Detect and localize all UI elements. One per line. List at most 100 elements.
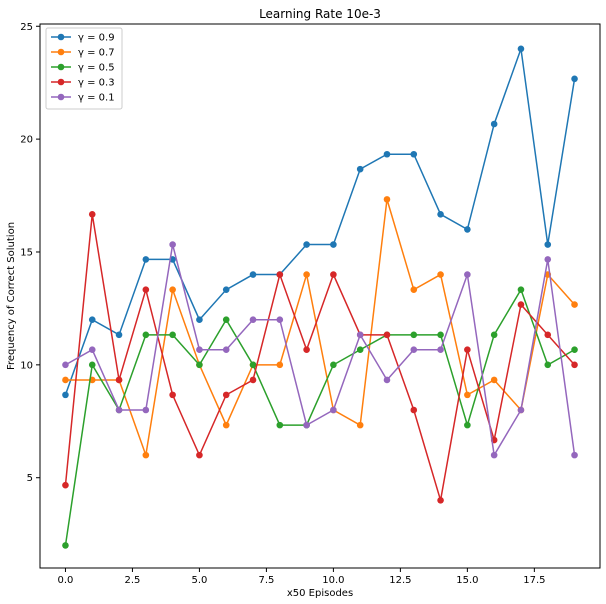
data-point: [196, 346, 203, 354]
plot-frame: [39, 23, 601, 569]
data-point: [88, 210, 96, 218]
x-tick-label: 0.0: [58, 575, 74, 586]
data-point: [196, 361, 203, 369]
y-tick-label: 5: [27, 473, 33, 484]
data-point: [490, 331, 498, 339]
data-point: [410, 331, 418, 339]
data-point: [115, 331, 123, 339]
data-point: [222, 286, 230, 293]
data-point: [517, 406, 525, 414]
data-point: [222, 346, 230, 354]
x-tick-label: 7.5: [258, 575, 274, 586]
series-line: [65, 244, 576, 458]
series-line: [64, 48, 576, 396]
data-point: [571, 301, 578, 308]
data-point: [276, 271, 284, 278]
x-tick-label: 5.0: [191, 575, 207, 586]
legend-label: γ = 0.1: [78, 93, 115, 104]
x-axis-label: x50 Episodes: [287, 588, 353, 599]
x-tick-label: 15.0: [456, 575, 478, 586]
data-point: [571, 346, 578, 354]
series-layer: [62, 45, 578, 549]
data-point: [437, 210, 444, 218]
data-point: [330, 241, 337, 248]
legend-label: γ = 0.5: [78, 63, 115, 74]
data-point: [383, 150, 391, 158]
data-point: [517, 286, 525, 293]
data-point: [62, 391, 69, 399]
data-point: [437, 271, 444, 278]
axis-ticks: 0.0 2.5 5.0 7.5 10.0 12.5 15.0 17.5 5 10 15 20 25: [20, 22, 545, 586]
data-point: [222, 316, 230, 324]
data-point: [490, 120, 498, 128]
data-point: [410, 150, 418, 158]
data-point: [464, 226, 471, 233]
data-point: [410, 406, 418, 414]
y-axis-label: Frequency of Correct Solution: [6, 222, 17, 370]
data-point: [142, 451, 150, 459]
data-point: [410, 286, 418, 293]
data-point: [517, 301, 525, 308]
data-point: [115, 406, 123, 414]
data-point: [142, 331, 150, 339]
data-point: [62, 376, 69, 384]
data-point: [330, 406, 337, 414]
legend-swatch-marker: [57, 48, 65, 56]
legend-label: γ = 0.9: [78, 33, 115, 44]
data-point: [276, 421, 284, 429]
y-tick-label: 20: [20, 135, 33, 146]
data-point: [222, 421, 230, 429]
data-point: [544, 241, 552, 248]
data-point: [490, 376, 498, 384]
x-tick-label: 2.5: [124, 575, 140, 586]
data-point: [330, 361, 337, 369]
data-point: [169, 331, 176, 339]
data-point: [464, 391, 471, 399]
series-group: [62, 45, 578, 399]
data-point: [464, 346, 471, 354]
data-point: [330, 271, 337, 278]
data-point: [276, 316, 284, 324]
data-point: [222, 391, 230, 399]
data-point: [62, 542, 69, 549]
data-point: [169, 286, 176, 293]
legend-box: [45, 27, 123, 110]
data-point: [88, 361, 96, 369]
y-tick-label: 15: [20, 247, 33, 258]
data-point: [303, 271, 310, 278]
data-point: [169, 391, 176, 399]
data-point: [249, 376, 257, 384]
data-point: [62, 361, 69, 369]
data-point: [249, 361, 257, 369]
data-point: [571, 451, 578, 459]
legend-swatch-marker: [57, 33, 65, 41]
data-point: [303, 421, 310, 429]
series-line: [65, 199, 576, 456]
data-point: [196, 316, 203, 324]
data-point: [356, 421, 364, 429]
data-point: [88, 346, 96, 354]
legend-label: γ = 0.3: [78, 78, 115, 89]
data-point: [142, 286, 150, 293]
data-point: [249, 271, 257, 278]
series-line: [64, 287, 575, 546]
legend-swatch-marker: [57, 63, 65, 71]
data-point: [142, 406, 150, 414]
data-point: [169, 241, 176, 248]
data-point: [383, 196, 391, 203]
data-point: [410, 346, 418, 354]
data-point: [464, 271, 471, 278]
data-point: [544, 331, 552, 339]
data-point: [437, 346, 444, 354]
x-tick-label: 17.5: [523, 575, 545, 586]
x-tick-label: 10.0: [322, 575, 344, 586]
chart-title: Learning Rate 10e-3: [259, 7, 381, 21]
x-tick-label: 12.5: [389, 575, 411, 586]
data-point: [356, 165, 364, 173]
data-point: [62, 481, 69, 489]
data-point: [437, 496, 444, 504]
data-point: [142, 256, 150, 263]
data-point: [464, 421, 471, 429]
legend-swatch-marker: [57, 78, 65, 86]
